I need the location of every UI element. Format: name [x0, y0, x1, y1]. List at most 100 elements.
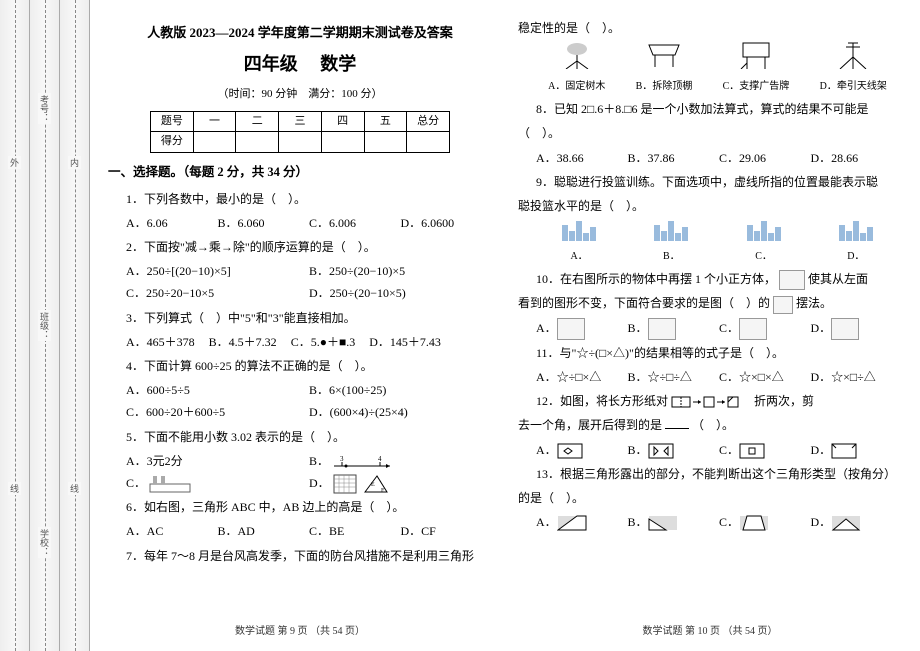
q12-opt-a: A． — [536, 439, 628, 461]
q10-text-a: 10．在右图所示的物体中再摆 1 个小正方体， — [536, 272, 776, 286]
score-cell — [193, 132, 236, 153]
grid-triangle-icon: EF — [333, 474, 389, 494]
bar-chart-icon — [654, 219, 688, 241]
unfold-icon — [739, 443, 765, 459]
number-line-icon: 3 4 — [332, 454, 392, 470]
cube-opt-icon — [739, 318, 767, 340]
q12-line2: 去一个角，展开后得到的是 （ ）。 — [518, 414, 902, 436]
subject: 数学 — [320, 54, 356, 74]
bar-chart-icon — [747, 219, 781, 241]
q3-opt-a: A．465＋378 — [126, 331, 195, 353]
q10-lb: B． — [628, 321, 648, 335]
q6-stem: 6．如右图，三角形 ABC 中，AB 边上的高是（ ）。 — [108, 496, 492, 518]
page-footer-right: 数学试题 第 10 页 （共 54 页） — [510, 623, 910, 641]
bind-label: 线 — [8, 482, 21, 495]
q12-lb: B． — [628, 443, 648, 457]
triangle-part-icon — [648, 515, 678, 531]
q3-opt-c: C．5.●＋■.3 — [291, 331, 356, 353]
score-hdr: 三 — [279, 111, 322, 132]
canopy-icon — [645, 41, 683, 69]
q9-label-c: C． — [745, 248, 783, 266]
bind-col-2: 考号： 班级： 学校： — [30, 0, 60, 651]
bind-label: 外 — [8, 156, 21, 169]
q11-opt-d: D．☆×□÷△ — [811, 366, 903, 388]
q4-opt-a: A．600÷5÷5 — [126, 379, 309, 401]
unfold-icon — [557, 443, 583, 459]
q10-line1: 10．在右图所示的物体中再摆 1 个小正方体， 使其从左面 — [518, 268, 902, 290]
unfold-icon — [648, 443, 674, 459]
q10-opt-c: C． — [719, 317, 811, 340]
q13-opt-b: B． — [628, 511, 720, 533]
q12-ta: 12．如图，将长方形纸对 — [536, 394, 668, 408]
q9-opt-a: A． — [560, 219, 598, 266]
q7-fig-c: C．支撑广告牌 — [723, 41, 790, 96]
q10-text-b: 使其从左面 — [808, 272, 868, 286]
q12-lc: C． — [719, 443, 739, 457]
tree-brace-icon — [558, 41, 596, 69]
q13-ld: D． — [811, 515, 832, 529]
q13-cont: 的是（ ）。 — [518, 487, 902, 509]
q6-opts: A．AC B．AD C．BE D．CF — [126, 520, 492, 542]
q10-opt-d: D． — [811, 317, 903, 340]
q3-opt-b: B．4.5＋7.32 — [209, 331, 277, 353]
q4-opt-b: B．6×(100÷25) — [309, 379, 492, 401]
q12-la: A． — [536, 443, 557, 457]
q6-opt-a: A．AC — [126, 520, 218, 542]
score-cell — [407, 132, 450, 153]
svg-text:F: F — [381, 488, 385, 494]
q7-label-d: D．牵引天线架 — [820, 78, 887, 96]
q9-opt-c: C． — [745, 219, 783, 266]
q9-opt-d: D． — [837, 219, 875, 266]
bar-chart-icon — [839, 219, 873, 241]
q6-opt-b: B．AD — [218, 520, 310, 542]
q12-opts: A． B． C． D． — [536, 439, 902, 461]
exam-subtitle: （时间：90 分钟 满分：100 分） — [108, 85, 492, 105]
cube-opt-icon — [557, 318, 585, 340]
q8-opt-b: B．37.86 — [628, 147, 720, 169]
q13-la: A． — [536, 515, 557, 529]
q3-opt-d: D．145＋7.43 — [369, 331, 441, 353]
q12-ld: D． — [811, 443, 832, 457]
q12-tc: 去一个角，展开后得到的是 — [518, 418, 662, 432]
q5-opt-a: A．3元2分 — [126, 450, 309, 472]
q12-opt-c: C． — [719, 439, 811, 461]
ruler-icon — [149, 474, 193, 494]
q4-opt-c: C．600÷20＋600÷5 — [126, 401, 309, 423]
score-cell — [279, 132, 322, 153]
score-hdr: 五 — [364, 111, 407, 132]
q8-cont: （ ）。 — [518, 122, 902, 144]
bind-label: 线 — [68, 482, 81, 495]
q10-opt-b: B． — [628, 317, 720, 340]
q9-opt-b: B． — [652, 219, 690, 266]
q10-la: A． — [536, 321, 557, 335]
score-cell — [364, 132, 407, 153]
bind-col-1: 外 线 — [0, 0, 30, 651]
q1-opt-a: A．6.06 — [126, 212, 218, 234]
q7-label-b: B．拆除顶棚 — [636, 78, 693, 96]
q1-opt-d: D．6.0600 — [401, 212, 493, 234]
page-footer-left: 数学试题 第 9 页 （共 54 页） — [100, 623, 500, 641]
q2-opt-d: D．250÷(20−10×5) — [309, 282, 492, 304]
q7-fig-d: D．牵引天线架 — [820, 41, 887, 96]
q13-lc: C． — [719, 515, 739, 529]
q4-opts: A．600÷5÷5 B．6×(100÷25) C．600÷20＋600÷5 D．… — [126, 379, 492, 423]
q5-stem: 5．下面不能用小数 3.02 表示的是（ ）。 — [108, 426, 492, 448]
q12-opt-d: D． — [811, 439, 903, 461]
q8-opt-d: D．28.66 — [811, 147, 903, 169]
svg-text:E: E — [371, 482, 375, 488]
bar-chart-icon — [562, 219, 596, 241]
q10-opt-a: A． — [536, 317, 628, 340]
q13-lb: B． — [628, 515, 648, 529]
q8-opt-c: C．29.06 — [719, 147, 811, 169]
q13-opts: A． B． C． D． — [536, 511, 902, 533]
antenna-icon — [834, 41, 872, 69]
q7-label-c: C．支撑广告牌 — [723, 78, 790, 96]
q12-opt-b: B． — [628, 439, 720, 461]
q10-text-d: 摆法。 — [796, 296, 832, 310]
q9-stem: 9．聪聪进行投篮训练。下面选项中，虚线所指的位置最能表示聪 — [518, 171, 902, 193]
q5-opt-d: D． EF — [309, 472, 492, 494]
q2-opt-b: B．250÷(20−10)×5 — [309, 260, 492, 282]
unfold-icon — [831, 443, 857, 459]
exam-title: 人教版 2023—2024 学年度第二学期期末测试卷及答案 — [108, 21, 492, 44]
score-hdr: 一 — [193, 111, 236, 132]
